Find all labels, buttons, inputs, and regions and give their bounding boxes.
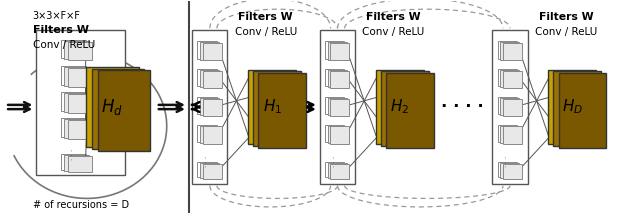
FancyBboxPatch shape — [325, 69, 344, 86]
FancyBboxPatch shape — [65, 67, 89, 86]
FancyBboxPatch shape — [328, 42, 347, 59]
FancyBboxPatch shape — [554, 71, 602, 146]
FancyBboxPatch shape — [198, 97, 216, 114]
FancyBboxPatch shape — [198, 41, 216, 59]
FancyBboxPatch shape — [65, 93, 89, 112]
FancyBboxPatch shape — [500, 98, 519, 115]
FancyBboxPatch shape — [202, 43, 221, 60]
FancyBboxPatch shape — [328, 70, 347, 87]
FancyBboxPatch shape — [497, 97, 516, 114]
FancyBboxPatch shape — [202, 126, 221, 144]
Text: · · ·: · · · — [504, 156, 510, 167]
FancyBboxPatch shape — [61, 154, 86, 170]
FancyBboxPatch shape — [497, 41, 516, 59]
Text: Conv / ReLU: Conv / ReLU — [362, 27, 424, 37]
FancyBboxPatch shape — [200, 163, 219, 178]
FancyBboxPatch shape — [548, 70, 596, 144]
FancyBboxPatch shape — [500, 42, 519, 59]
FancyBboxPatch shape — [500, 163, 519, 178]
Text: · · ·: · · · — [70, 148, 76, 160]
FancyBboxPatch shape — [68, 120, 92, 139]
FancyBboxPatch shape — [198, 69, 216, 86]
FancyBboxPatch shape — [61, 92, 86, 111]
FancyBboxPatch shape — [559, 73, 607, 148]
FancyBboxPatch shape — [61, 66, 86, 85]
FancyBboxPatch shape — [325, 125, 344, 142]
Text: Filters W: Filters W — [33, 25, 88, 36]
FancyBboxPatch shape — [198, 125, 216, 142]
FancyBboxPatch shape — [502, 43, 522, 60]
FancyBboxPatch shape — [68, 94, 92, 113]
FancyBboxPatch shape — [330, 99, 349, 116]
Text: · · ·: · · · — [204, 156, 210, 167]
FancyBboxPatch shape — [325, 41, 344, 59]
FancyBboxPatch shape — [497, 162, 516, 177]
Text: Filters W: Filters W — [366, 12, 420, 22]
FancyBboxPatch shape — [325, 162, 344, 177]
FancyBboxPatch shape — [502, 126, 522, 144]
Text: Conv / ReLU: Conv / ReLU — [235, 27, 297, 37]
Text: Filters W: Filters W — [239, 12, 293, 22]
Text: Filters W: Filters W — [538, 12, 593, 22]
FancyBboxPatch shape — [68, 42, 92, 60]
Text: Conv / ReLU: Conv / ReLU — [33, 40, 95, 50]
FancyBboxPatch shape — [65, 119, 89, 138]
Text: 3×3×F×F: 3×3×F×F — [33, 10, 81, 21]
FancyBboxPatch shape — [502, 164, 522, 179]
FancyBboxPatch shape — [202, 71, 221, 88]
Text: $H_{d}$: $H_{d}$ — [102, 97, 124, 117]
FancyBboxPatch shape — [328, 98, 347, 115]
FancyBboxPatch shape — [200, 126, 219, 143]
FancyBboxPatch shape — [381, 71, 429, 146]
Bar — [192, 30, 227, 184]
FancyBboxPatch shape — [200, 42, 219, 59]
FancyBboxPatch shape — [497, 69, 516, 86]
Text: · · ·: · · · — [332, 156, 338, 167]
FancyBboxPatch shape — [325, 97, 344, 114]
Text: · · · ·: · · · · — [441, 98, 484, 116]
FancyBboxPatch shape — [330, 164, 349, 179]
FancyBboxPatch shape — [65, 41, 89, 59]
FancyBboxPatch shape — [86, 67, 139, 147]
FancyBboxPatch shape — [328, 126, 347, 143]
FancyBboxPatch shape — [61, 40, 86, 58]
FancyBboxPatch shape — [253, 71, 301, 146]
FancyBboxPatch shape — [68, 68, 92, 87]
Text: $H_{1}$: $H_{1}$ — [262, 98, 282, 116]
Bar — [492, 30, 527, 184]
FancyBboxPatch shape — [68, 156, 92, 172]
FancyBboxPatch shape — [202, 164, 221, 179]
FancyBboxPatch shape — [61, 118, 86, 137]
FancyBboxPatch shape — [328, 163, 347, 178]
FancyBboxPatch shape — [376, 70, 424, 144]
FancyBboxPatch shape — [259, 73, 307, 148]
Text: $H_{D}$: $H_{D}$ — [562, 98, 583, 116]
FancyBboxPatch shape — [65, 155, 89, 171]
Text: Conv / ReLU: Conv / ReLU — [535, 27, 597, 37]
FancyBboxPatch shape — [497, 125, 516, 142]
Bar — [36, 30, 125, 175]
FancyBboxPatch shape — [330, 71, 349, 88]
FancyBboxPatch shape — [200, 70, 219, 87]
FancyBboxPatch shape — [500, 126, 519, 143]
FancyBboxPatch shape — [198, 162, 216, 177]
FancyBboxPatch shape — [92, 68, 145, 149]
FancyBboxPatch shape — [248, 70, 296, 144]
FancyBboxPatch shape — [202, 99, 221, 116]
Text: $H_{2}$: $H_{2}$ — [390, 98, 410, 116]
FancyBboxPatch shape — [98, 70, 150, 151]
FancyBboxPatch shape — [502, 99, 522, 116]
FancyBboxPatch shape — [200, 98, 219, 115]
FancyBboxPatch shape — [386, 73, 434, 148]
Text: # of recursions = D: # of recursions = D — [33, 200, 129, 210]
FancyBboxPatch shape — [502, 71, 522, 88]
FancyBboxPatch shape — [500, 70, 519, 87]
FancyBboxPatch shape — [330, 43, 349, 60]
Bar — [320, 30, 355, 184]
FancyBboxPatch shape — [330, 126, 349, 144]
